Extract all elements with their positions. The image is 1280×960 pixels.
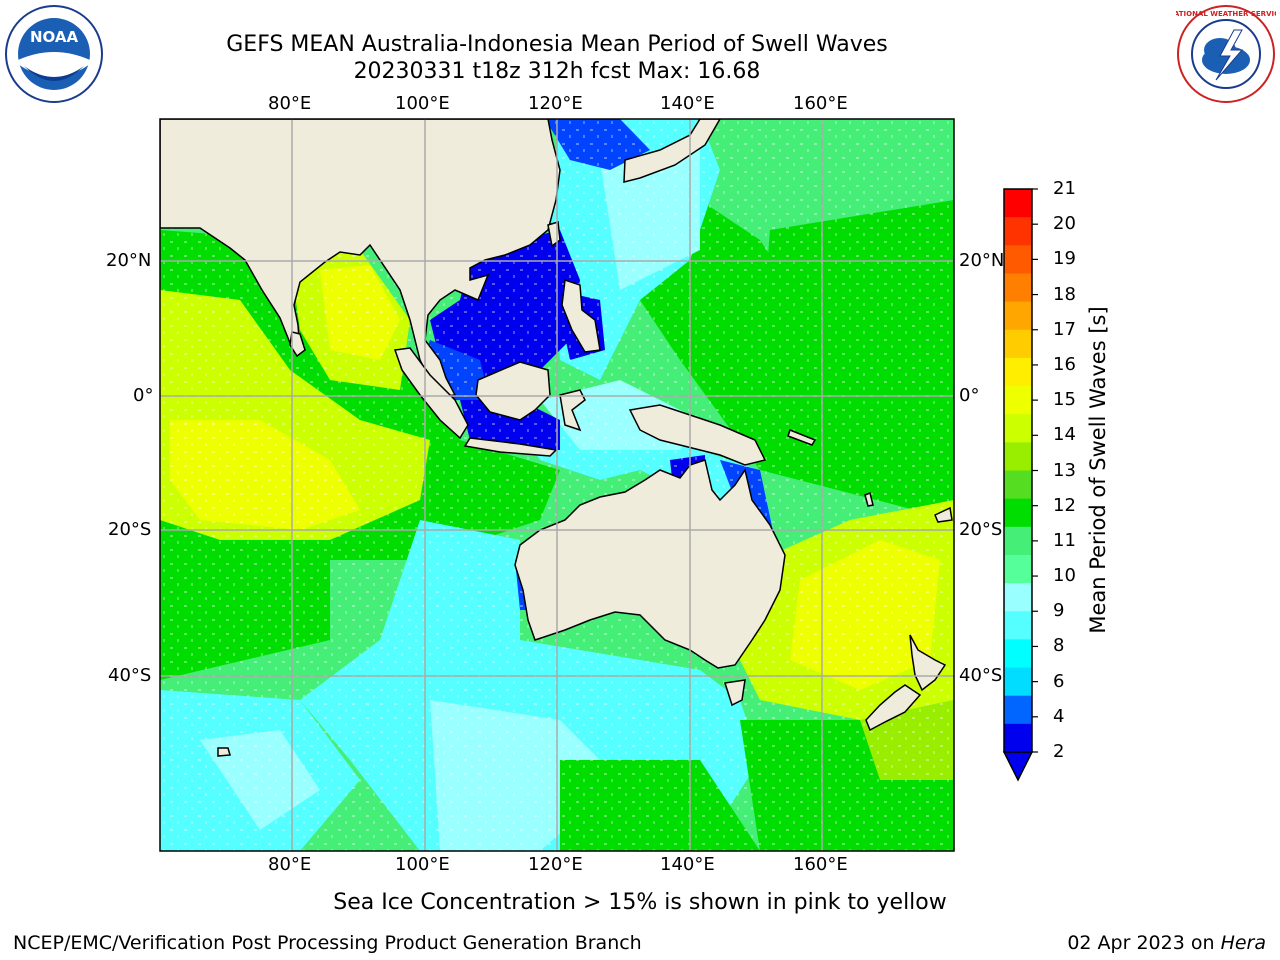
colorbar-segment	[1004, 217, 1032, 246]
japan	[623, 119, 721, 183]
chart-title-line1: GEFS MEAN Australia-Indonesia Mean Perio…	[226, 32, 888, 57]
colorbar-tick-label: 4	[1053, 705, 1065, 727]
colorbar-segment	[1004, 189, 1032, 218]
colorbar-segment	[1004, 526, 1032, 556]
colorbar-tick-label: 20	[1053, 213, 1076, 235]
colorbar-segment	[1004, 554, 1032, 584]
colorbar-tick-label: 17	[1053, 318, 1076, 340]
lon-tick-top-140e: 140°E	[660, 93, 715, 114]
lat-tick-left-20s: 20°S	[108, 519, 152, 540]
colorbar-tick-label: 21	[1053, 178, 1076, 199]
colorbar-segment	[1004, 357, 1032, 387]
colorbar-tick-label: 10	[1053, 565, 1076, 587]
australia	[514, 459, 786, 669]
colorbar-tick-label: 14	[1053, 424, 1076, 446]
svg-text:NATIONAL WEATHER SERVICE: NATIONAL WEATHER SERVICE	[1176, 10, 1276, 18]
java	[463, 437, 558, 457]
colorbar-segment	[1004, 245, 1032, 274]
colorbar-segment	[1004, 611, 1032, 640]
colorbar-tick-label: 9	[1053, 600, 1065, 622]
borneo	[475, 361, 551, 421]
colorbar-segment	[1004, 329, 1032, 359]
lat-tick-left-0: 0°	[133, 385, 154, 406]
lon-tick-bottom-160e: 160°E	[793, 854, 848, 875]
lon-tick-top-120e: 120°E	[528, 93, 583, 114]
lon-tick-bottom-100e: 100°E	[395, 854, 450, 875]
vanuatu	[864, 491, 874, 507]
new-zealand-south	[865, 684, 922, 732]
philippines	[561, 278, 601, 353]
lon-tick-top-80e: 80°E	[268, 93, 312, 114]
colorbar-segment	[1004, 639, 1032, 669]
lon-tick-bottom-140e: 140°E	[660, 854, 715, 875]
colorbar-segment	[1004, 442, 1032, 471]
colorbar-tick-label: 6	[1053, 670, 1065, 692]
lat-tick-right-40s: 40°S	[959, 665, 1003, 686]
noaa-logo-text: NOAA	[30, 28, 79, 46]
lat-tick-left-40s: 40°S	[108, 665, 152, 686]
colorbar-segment	[1004, 273, 1032, 303]
colorbar-tick-label: 2	[1053, 741, 1065, 762]
colorbar-tick-label: 12	[1053, 494, 1076, 516]
map-frame	[159, 118, 955, 852]
colorbar-segment	[1004, 583, 1032, 612]
run-date-text: 02 Apr 2023 on	[1067, 932, 1215, 954]
landmasses	[160, 119, 953, 757]
colorbar-tick-label: 18	[1053, 283, 1076, 305]
colorbar-segment	[1004, 723, 1032, 753]
lat-tick-right-0: 0°	[959, 385, 980, 406]
colorbar-segment	[1004, 301, 1032, 331]
lat-tick-right-20s: 20°S	[959, 519, 1003, 540]
noaa-logo: NOAA	[4, 4, 104, 104]
colorbar-segment	[1004, 470, 1032, 500]
solomon-islands	[787, 429, 817, 446]
branch-credit: NCEP/EMC/Verification Post Processing Pr…	[13, 932, 642, 954]
colorbar-segment	[1004, 414, 1032, 443]
kerguelen	[217, 747, 231, 757]
colorbar	[1002, 188, 1038, 782]
colorbar-tick-label: 13	[1053, 459, 1076, 481]
sumatra	[393, 347, 469, 440]
colorbar-tick-label: 15	[1053, 389, 1076, 411]
colorbar-segment	[1004, 667, 1032, 697]
lon-tick-bottom-120e: 120°E	[528, 854, 583, 875]
colorbar-tick-label: 8	[1053, 635, 1065, 657]
colorbar-segment	[1004, 386, 1032, 415]
colorbar-tick-label: 16	[1053, 353, 1076, 375]
chart-title-line2: 20230331 t18z 312h fcst Max: 16.68	[353, 59, 761, 84]
sri-lanka	[289, 331, 306, 358]
graticule	[160, 119, 954, 851]
colorbar-segment	[1004, 498, 1032, 528]
colorbar-tick-label: 11	[1053, 529, 1076, 551]
nws-logo: NATIONAL WEATHER SERVICE	[1168, 4, 1280, 104]
new-caledonia	[934, 506, 953, 523]
lon-tick-top-100e: 100°E	[395, 93, 450, 114]
sulawesi	[559, 389, 586, 432]
lon-tick-top-160e: 160°E	[793, 93, 848, 114]
colorbar-segment	[1004, 695, 1032, 725]
lat-tick-left-20n: 20°N	[106, 250, 152, 271]
machine-name: Hera	[1220, 932, 1266, 954]
lat-tick-right-20n: 20°N	[959, 250, 1005, 271]
colorbar-tick-label: 19	[1053, 248, 1076, 270]
sea-ice-note: Sea Ice Concentration > 15% is shown in …	[333, 890, 947, 915]
colorbar-extend-arrow	[1002, 751, 1034, 782]
run-date: 02 Apr 2023 on Hera	[1067, 932, 1266, 954]
lon-tick-bottom-80e: 80°E	[268, 854, 312, 875]
tasmania	[724, 679, 746, 707]
